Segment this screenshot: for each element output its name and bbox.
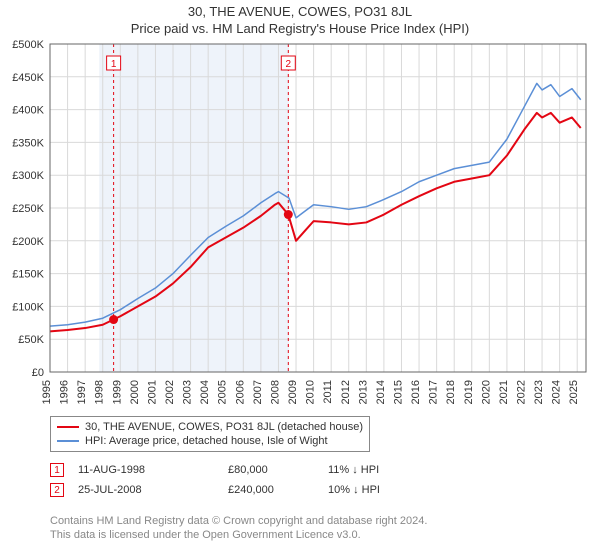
x-tick-label: 2018 [445,380,457,404]
legend: 30, THE AVENUE, COWES, PO31 8JL (detache… [50,416,370,452]
x-tick-label: 2001 [146,380,158,404]
legend-label: HPI: Average price, detached house, Isle… [85,434,328,448]
sale-point [284,210,293,219]
sale-date: 11-AUG-1998 [78,464,228,476]
x-tick-label: 2014 [375,380,387,404]
x-tick-label: 2011 [322,380,334,404]
y-tick-label: £50K [18,334,44,346]
y-tick-label: £200K [12,236,44,248]
x-tick-label: 2023 [533,380,545,404]
x-tick-label: 2000 [129,380,141,404]
credit-line-1: Contains HM Land Registry data © Crown c… [50,514,427,528]
legend-item: 30, THE AVENUE, COWES, PO31 8JL (detache… [57,420,363,434]
x-tick-label: 2022 [515,380,527,404]
x-tick-label: 2010 [305,380,317,404]
x-tick-label: 2007 [252,380,264,404]
x-tick-label: 1995 [41,380,53,404]
x-tick-label: 2013 [357,380,369,404]
sale-price: £240,000 [228,484,328,496]
sale-point [109,315,118,324]
y-tick-label: £150K [12,269,44,281]
price-chart: £0 £50K £100K £150K £200K £250K £300K £350K £400… [0,0,600,416]
y-tick-label: £100K [12,301,44,313]
x-tick-label: 2015 [392,380,404,404]
y-tick-label: £0 [32,367,44,379]
y-tick-label: £350K [12,137,44,149]
sale-row: 2 25-JUL-2008£240,00010% ↓ HPI [50,480,448,500]
x-tick-label: 1996 [59,380,71,404]
x-tick-label: 2008 [269,380,281,404]
x-tick-label: 2025 [568,380,580,404]
credit-text: Contains HM Land Registry data © Crown c… [50,514,427,542]
sale-marker-icon: 2 [50,483,64,497]
x-tick-label: 2006 [234,380,246,404]
x-tick-label: 2020 [480,380,492,404]
y-tick-label: £300K [12,170,44,182]
y-tick-label: £250K [12,203,44,215]
x-tick-label: 2003 [182,380,194,404]
sales-list: 1 11-AUG-1998£80,00011% ↓ HPI 2 25-JUL-2008… [50,460,448,500]
y-tick-label: £500K [12,39,44,51]
x-tick-label: 2017 [428,380,440,404]
sale-marker-icon: 1 [50,463,64,477]
x-tick-label: 2009 [287,380,299,404]
legend-item: HPI: Average price, detached house, Isle… [57,434,363,448]
x-tick-label: 2012 [340,380,352,404]
x-tick-label: 2002 [164,380,176,404]
legend-swatch [57,440,79,442]
x-tick-label: 2024 [551,380,563,404]
sale-delta: 11% ↓ HPI [328,464,448,476]
legend-label: 30, THE AVENUE, COWES, PO31 8JL (detache… [85,420,363,434]
sale-row: 1 11-AUG-1998£80,00011% ↓ HPI [50,460,448,480]
y-tick-label: £400K [12,105,44,117]
x-tick-label: 1999 [111,380,123,404]
y-tick-label: £450K [12,72,44,84]
x-tick-label: 2019 [463,380,475,404]
x-tick-label: 2016 [410,380,422,404]
credit-line-2: This data is licensed under the Open Gov… [50,528,427,542]
sale-marker-number: 1 [111,59,117,70]
sale-delta: 10% ↓ HPI [328,484,448,496]
legend-swatch [57,426,79,428]
x-tick-label: 1998 [94,380,106,404]
x-tick-label: 2004 [199,380,211,404]
x-tick-label: 2005 [217,380,229,404]
x-tick-label: 1997 [76,380,88,404]
x-tick-label: 2021 [498,380,510,404]
sale-marker-number: 2 [286,59,292,70]
sale-price: £80,000 [228,464,328,476]
sale-date: 25-JUL-2008 [78,484,228,496]
